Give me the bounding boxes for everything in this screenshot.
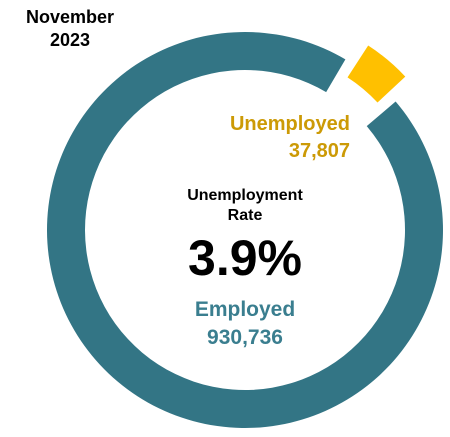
unemployed-slice-value: 37,807 xyxy=(288,140,350,162)
unemployed-slice-label: Unemployed xyxy=(229,113,350,135)
period-label: November 2023 xyxy=(0,6,140,52)
center-title-line2: Rate xyxy=(227,207,263,224)
period-month: November xyxy=(25,7,115,27)
center-title-line1: Unemployment xyxy=(187,187,303,204)
period-year: 2023 xyxy=(49,30,91,50)
employed-slice-value: 930,736 xyxy=(207,326,283,349)
center-title: Unemployment Rate xyxy=(145,186,345,226)
donut-slice-unemployed xyxy=(347,45,406,103)
employed-slice-label: Employed xyxy=(194,298,296,321)
slices-layer xyxy=(47,32,444,429)
unemployment-rate-value: 3.9% xyxy=(188,230,302,286)
